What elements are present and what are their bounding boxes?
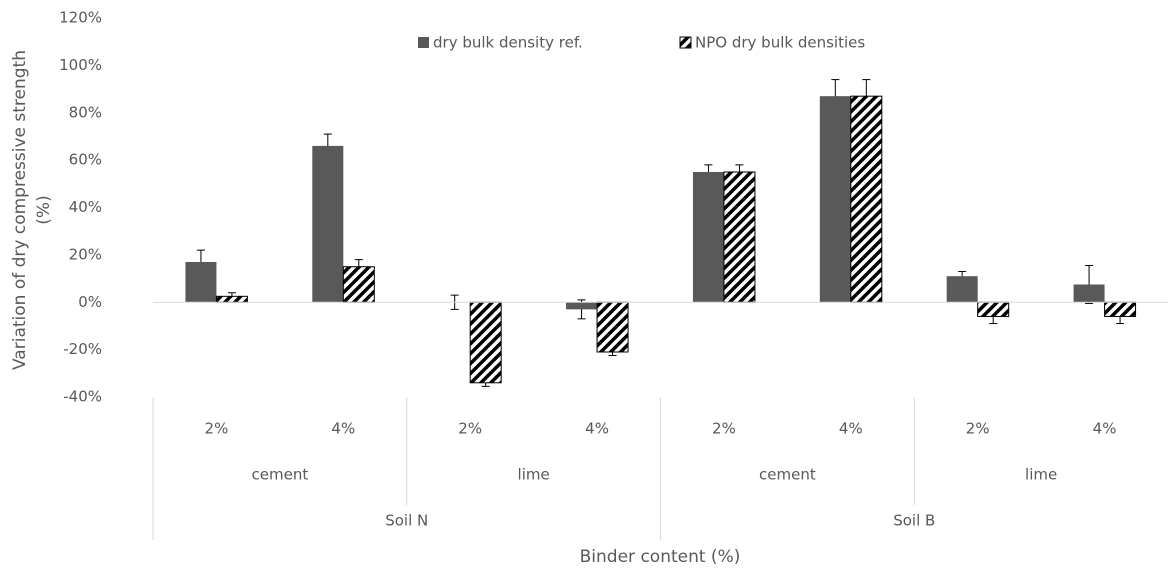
binder-label: cement: [252, 466, 309, 484]
bar: [469, 301, 502, 384]
soil-label: Soil B: [893, 512, 935, 530]
y-tick-label: 40%: [69, 198, 102, 216]
y-tick-label: -20%: [63, 340, 102, 358]
legend-swatch: [418, 37, 429, 48]
y-tick-label: 20%: [69, 245, 102, 263]
bar: [946, 276, 978, 303]
soil-label: Soil N: [385, 512, 428, 530]
bar: [215, 295, 248, 303]
x-tick-label: 4%: [1093, 420, 1117, 438]
legend-label: NPO dry bulk densities: [695, 34, 865, 52]
x-tick-label: 4%: [585, 420, 609, 438]
binder-label: cement: [759, 466, 816, 484]
x-tick-label: 2%: [458, 420, 482, 438]
y-tick-label: 100%: [59, 56, 102, 74]
y-tick-label: 120%: [59, 9, 102, 27]
binder-label: lime: [518, 466, 550, 484]
y-tick-label: 60%: [69, 151, 102, 169]
legend-label: dry bulk density ref.: [433, 34, 583, 52]
bar: [566, 302, 598, 310]
bar: [1073, 284, 1105, 303]
y-tick-label: 0%: [78, 293, 102, 311]
bar: [1104, 301, 1137, 317]
bar: [850, 95, 883, 303]
bar: [342, 266, 375, 303]
bar: [723, 171, 756, 303]
bar: [596, 301, 629, 353]
x-axis-label: Binder content (%): [580, 547, 741, 567]
y-axis-label: Variation of dry compressive strength: [10, 50, 30, 370]
bar: [977, 301, 1010, 317]
x-tick-label: 4%: [839, 420, 863, 438]
bar: [185, 261, 217, 303]
x-tick-label: 2%: [205, 420, 229, 438]
bar: [819, 96, 851, 303]
bar: [312, 145, 344, 303]
x-tick-label: 4%: [331, 420, 355, 438]
y-tick-label: 80%: [69, 103, 102, 121]
binder-label: lime: [1025, 466, 1057, 484]
bar: [692, 171, 724, 303]
legend-swatch: [679, 36, 692, 49]
y-axis-label: (%): [34, 195, 54, 224]
x-tick-label: 2%: [712, 420, 736, 438]
x-tick-label: 2%: [966, 420, 990, 438]
y-tick-label: -40%: [63, 388, 102, 406]
